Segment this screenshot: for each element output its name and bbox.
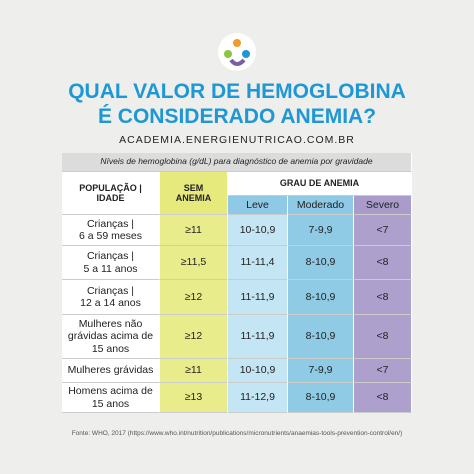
cell-text: Severo: [365, 198, 400, 211]
cell-text: 11-11,9: [240, 330, 275, 343]
cell-text: 8-10,9: [305, 290, 336, 303]
cell-text: <7: [376, 223, 389, 236]
population: Crianças | 12 a 14 anos: [62, 280, 160, 315]
cell-text: SEM: [183, 182, 204, 193]
value: <8: [354, 383, 412, 413]
cell-text: 11-11,9: [240, 290, 275, 303]
header-level: Severo: [354, 196, 412, 215]
cell-text: 15 anos: [91, 342, 130, 355]
population: Crianças | 6 a 59 meses: [62, 215, 160, 246]
value: ≥11,5: [160, 246, 228, 280]
value: ≥12: [160, 315, 228, 359]
cell-text: 7-9,9: [308, 223, 333, 236]
cell-text: Mulheres grávidas: [67, 364, 154, 377]
value: <8: [354, 280, 412, 315]
cell-text: Crianças |: [86, 217, 135, 230]
value: 10-10,9: [228, 215, 288, 246]
population: Homens acima de 15 anos: [62, 383, 160, 413]
cell-text: 11-12,9: [240, 391, 275, 404]
cell-text: 11-11,4: [240, 256, 275, 269]
cell-text: <8: [376, 330, 389, 343]
title-line: QUAL VALOR DE HEMOGLOBINA: [68, 80, 406, 103]
cell-text: Mulheres não: [78, 318, 143, 331]
value: ≥11: [160, 359, 228, 383]
value: <8: [354, 315, 412, 359]
cell-text: <8: [376, 290, 389, 303]
website: ACADEMIA.ENERGIENUTRICAO.COM.BR: [119, 134, 355, 146]
header-no-anemia: SEM ANEMIA: [160, 172, 228, 215]
cell-text: IDADE: [96, 193, 125, 203]
value: 8-10,9: [288, 383, 354, 413]
cell-text: grávidas acima de: [67, 330, 154, 343]
value: <7: [354, 215, 412, 246]
table: Níveis de hemoglobina (g/dL) para diagnó…: [62, 153, 412, 413]
value: 11-11,4: [228, 246, 288, 280]
cell-text: Leve: [246, 198, 269, 211]
population: Mulheres grávidas: [62, 359, 160, 383]
cell-text: POPULAÇÃO |: [79, 182, 142, 193]
cell-text: ≥13: [184, 391, 203, 404]
cell-text: ≥11: [185, 223, 202, 236]
cell-text: Moderado: [296, 198, 345, 211]
value: <7: [354, 359, 412, 383]
logo: [218, 33, 256, 71]
cell-text: 7-9,9: [308, 364, 333, 377]
value: 8-10,9: [288, 246, 354, 280]
header-level: Moderado: [288, 196, 354, 215]
source: Fonte: WHO, 2017 (https://www.who.int/nu…: [71, 430, 403, 437]
value: 11-12,9: [228, 383, 288, 413]
cell-text: 6 a 59 meses: [78, 230, 143, 242]
cell-text: 12 a 14 anos: [80, 297, 141, 309]
cell-text: ≥11: [185, 364, 202, 377]
value: 8-10,9: [288, 280, 354, 315]
cell-text: 8-10,9: [305, 391, 336, 404]
value: <8: [354, 246, 412, 280]
cell-text: Níveis de hemoglobina (g/dL) para diagnó…: [100, 156, 373, 167]
cell-text: Crianças |: [86, 284, 135, 297]
value: 10-10,9: [228, 359, 288, 383]
header-population: POPULAÇÃO | IDADE: [62, 172, 160, 215]
cell-text: ANEMIA: [175, 193, 212, 203]
value: ≥13: [160, 383, 228, 413]
value: ≥11: [160, 215, 228, 246]
cell-text: <8: [376, 256, 389, 269]
cell-text: 10-10,9: [239, 364, 276, 377]
population: Crianças | 5 a 11 anos: [62, 246, 160, 280]
header-group: GRAU DE ANEMIA: [228, 172, 412, 196]
cell-text: 15 anos: [91, 397, 130, 410]
cell-text: 5 a 11 anos: [83, 262, 138, 275]
value: 8-10,9: [288, 315, 354, 359]
cell-text: ≥11,5: [180, 256, 207, 269]
value: ≥12: [160, 280, 228, 315]
cell-text: 8-10,9: [305, 256, 336, 269]
cell-text: ≥12: [184, 330, 203, 343]
value: 7-9,9: [288, 359, 354, 383]
cell-text: <8: [376, 391, 389, 404]
value: 11-11,9: [228, 280, 288, 315]
cell-text: 10-10,9: [239, 223, 276, 236]
value: 7-9,9: [288, 215, 354, 246]
title-line: É CONSIDERADO ANEMIA?: [97, 105, 377, 128]
value: 11-11,9: [228, 315, 288, 359]
cell-text: ≥12: [184, 290, 203, 303]
header-level: Leve: [228, 196, 288, 215]
caption: Níveis de hemoglobina (g/dL) para diagnó…: [62, 153, 412, 172]
cell-text: Homens acima de: [68, 385, 153, 398]
cell-text: <7: [376, 364, 389, 377]
population: Mulheres não grávidas acima de 15 anos: [62, 315, 160, 359]
cell-text: GRAU DE ANEMIA: [279, 178, 360, 189]
cell-text: 8-10,9: [305, 330, 336, 343]
cell-text: Crianças |: [86, 250, 135, 263]
